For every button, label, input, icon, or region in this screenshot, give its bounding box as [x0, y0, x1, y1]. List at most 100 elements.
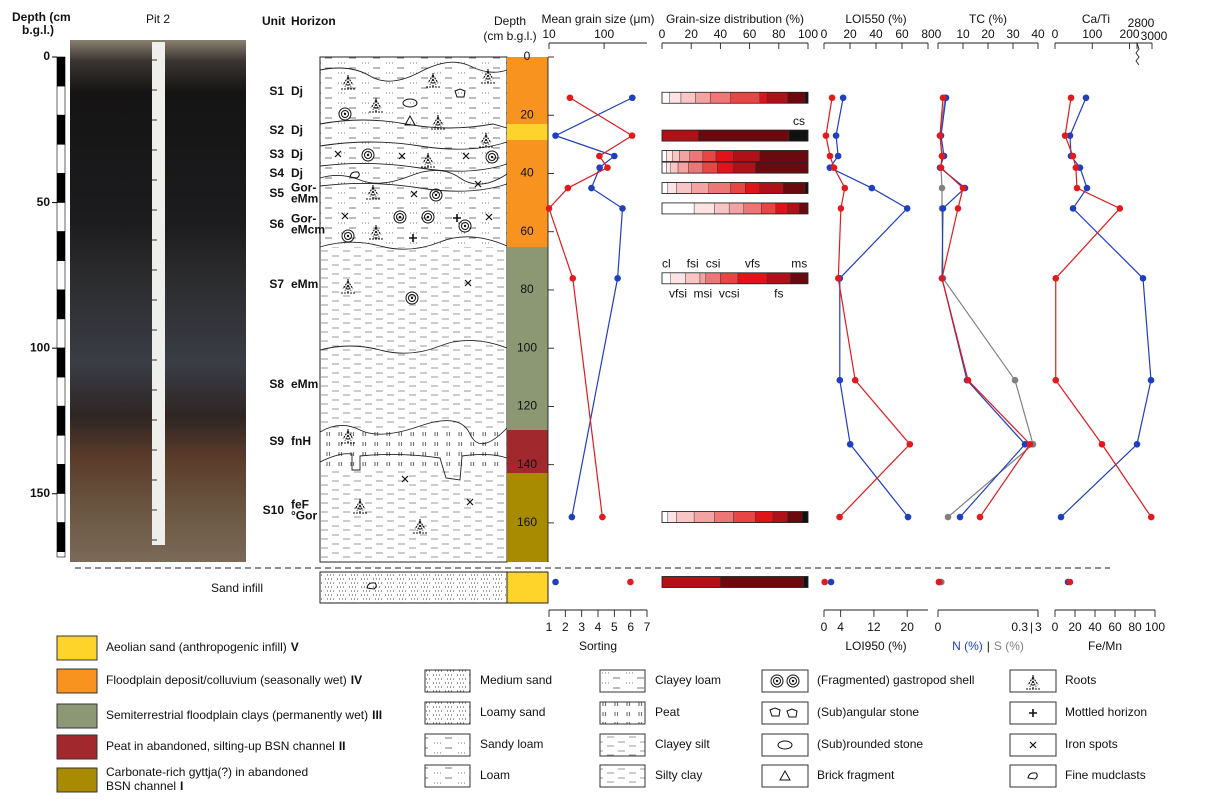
data-point — [841, 184, 849, 192]
bar-segment — [733, 161, 756, 174]
infill-label: Sand infill — [211, 581, 263, 595]
data-point — [1147, 376, 1155, 384]
legend-pattern — [424, 733, 471, 757]
scale-segment — [56, 202, 66, 232]
scale-segment — [56, 522, 66, 552]
data-point — [1067, 94, 1075, 102]
bar-segment — [705, 272, 721, 284]
legend-label-text: BSN channel — [106, 779, 176, 793]
x-tick-label: 0 — [1052, 27, 1059, 41]
bar-segment — [759, 150, 809, 162]
data-point — [976, 513, 984, 521]
bar-segment — [679, 150, 690, 162]
horizon-header: Horizon — [291, 14, 336, 28]
horizon-label: feF — [291, 498, 309, 512]
x2-tick-label: 12 — [867, 620, 881, 634]
bar-segment — [714, 511, 734, 523]
data-point — [1069, 205, 1077, 212]
bar-segment — [801, 511, 809, 523]
panel-title: LOI550 (%) — [845, 12, 906, 26]
scale-segment — [56, 405, 66, 436]
data-point — [851, 376, 859, 384]
unit-label: S8 — [269, 377, 284, 391]
zone-band — [507, 247, 548, 430]
bar-segment — [715, 150, 734, 162]
bar-segment — [709, 92, 731, 104]
x-tick-label: 200 — [1120, 27, 1140, 41]
bar-segment — [755, 161, 809, 174]
bar-segment — [667, 511, 677, 523]
scale-segment — [56, 260, 66, 291]
zone-band — [507, 124, 548, 140]
x-tick-label: 60 — [743, 27, 757, 41]
class-label: vfs — [745, 256, 760, 270]
scale-segment — [56, 231, 66, 262]
series-line — [548, 97, 634, 518]
bar-segment — [661, 182, 669, 194]
data-point — [1026, 440, 1034, 448]
bar-segment — [693, 202, 715, 215]
horizon-label: Dj — [291, 166, 303, 180]
scale-segment — [56, 464, 66, 494]
data-point — [936, 132, 944, 139]
data-point — [1061, 132, 1069, 139]
data-point — [1069, 152, 1077, 160]
bar-segment — [728, 202, 744, 215]
bar-segment — [782, 182, 806, 194]
axis-break — [1135, 42, 1140, 66]
scale-segment — [56, 173, 66, 203]
data-point — [944, 513, 952, 521]
x-tick-label: 40 — [869, 27, 883, 41]
bar-segment — [799, 202, 809, 215]
bar-segment — [717, 161, 734, 174]
legend-label: BSN channel I — [106, 779, 183, 793]
x3-title-part: S (%) — [994, 639, 1024, 653]
x2-title-separator: | — [987, 639, 990, 653]
x2-tick-label: 0 — [1052, 620, 1059, 634]
depth-header: Depth — [494, 14, 526, 28]
data-point — [906, 440, 914, 448]
scale-bar — [56, 56, 66, 558]
data-point — [939, 94, 947, 102]
bar-segment — [790, 272, 809, 284]
bar-segment — [804, 182, 809, 194]
data-point — [629, 94, 636, 102]
x2-tick-label: 7 — [644, 620, 651, 634]
data-point — [964, 376, 972, 384]
data-point — [834, 152, 842, 160]
y-tick-label: 100 — [30, 340, 50, 354]
bar-segment — [720, 272, 739, 284]
horizon-label: Dj — [291, 147, 303, 161]
x2-tick-label: 0 — [821, 620, 828, 634]
data-point — [868, 184, 876, 192]
x2-tick-label: 100 — [1145, 620, 1165, 634]
data-point — [954, 205, 962, 212]
infill-point — [827, 578, 835, 586]
data-point — [939, 205, 947, 212]
legend-pattern — [424, 669, 471, 693]
legend-symbol-box — [1009, 764, 1057, 788]
legend-label: Loam — [480, 768, 510, 782]
legend-pattern — [424, 764, 471, 788]
data-point — [1066, 132, 1074, 139]
unit-label: S6 — [269, 217, 284, 231]
legend-label: Aeolian sand (anthropogenic infill) V — [106, 640, 299, 654]
legend-symbol-box — [761, 764, 809, 788]
bar-outline — [661, 182, 809, 194]
panel-title: Mean grain size (μm) — [542, 12, 655, 26]
data-point — [1139, 274, 1147, 282]
bar-segment — [714, 202, 730, 215]
bar-segment — [670, 272, 686, 284]
data-point — [1052, 274, 1060, 282]
data-point — [830, 164, 838, 171]
legend-label: Clayey silt — [655, 737, 710, 751]
bar-segment — [730, 92, 761, 104]
legend-swatch — [56, 703, 98, 729]
data-point — [1098, 440, 1106, 448]
data-point — [832, 132, 840, 139]
depth-header: (cm b.g.l.) — [483, 29, 536, 43]
legend-numeral: I — [180, 779, 183, 793]
data-point — [564, 184, 572, 192]
legend-swatch — [56, 635, 98, 661]
x-tick-label: 40 — [1031, 27, 1045, 41]
